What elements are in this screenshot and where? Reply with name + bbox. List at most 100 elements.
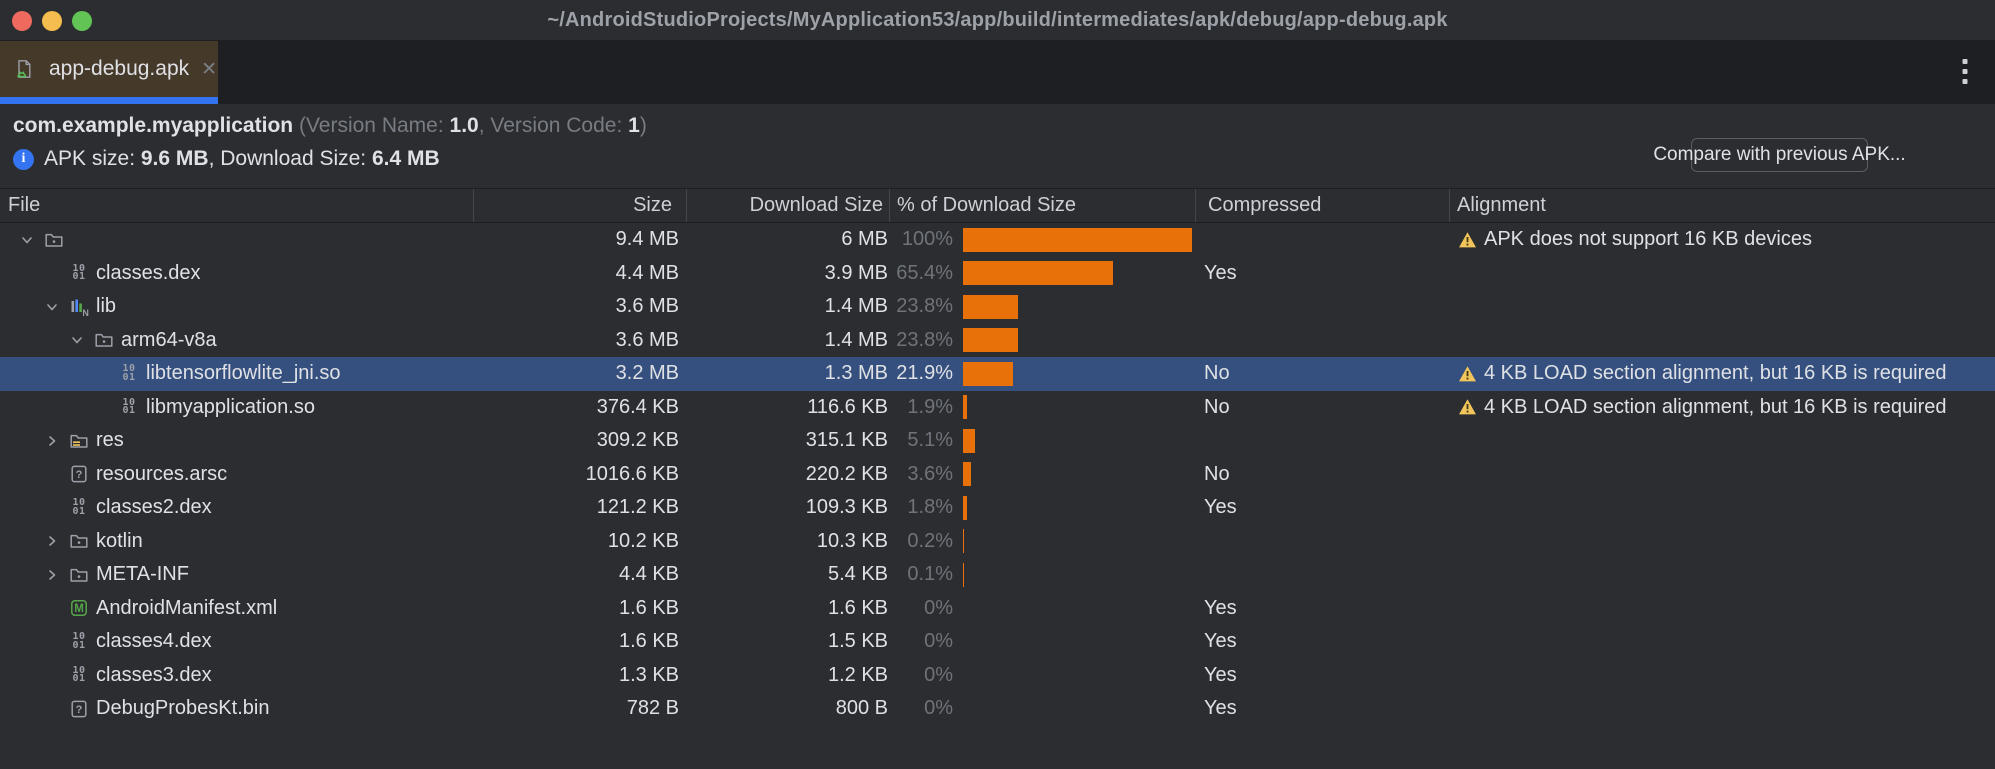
table-row-META-INF[interactable]: META-INF 4.4 KB 5.4 KB 0.1% [0, 558, 1995, 592]
zoom-window-button[interactable] [72, 11, 92, 31]
download-size-bar [963, 495, 968, 520]
column-header-pct-of-download-size[interactable]: % of Download Size [890, 189, 1196, 222]
compressed-flag: Yes [1204, 261, 1237, 284]
download-size-bar [963, 428, 975, 453]
chevron-down-icon[interactable] [45, 300, 59, 314]
table-row-libtensorflowlite_jni.so[interactable]: 10 01 libtensorflowlite_jni.so 3.2 MB 1.3 MB… [0, 357, 1995, 391]
compare-with-previous-apk-button[interactable]: Compare with previous APK... [1653, 138, 1906, 172]
file-name: res [96, 429, 124, 452]
table-row-DebugProbesKt.bin[interactable]: ? DebugProbesKt.bin 782 B 800 B 0% Yes [0, 692, 1995, 726]
package-name: com.example.myapplication [13, 114, 294, 137]
alignment-warning-text: 4 KB LOAD section alignment, but 16 KB i… [1484, 395, 1947, 418]
apk-analyzer-panel: com.example.myapplication (Version Name:… [0, 104, 1995, 726]
download-size-percent: 3.6% [907, 462, 953, 485]
download-size: 1.4 MB [824, 295, 888, 318]
close-window-button[interactable] [12, 11, 32, 31]
table-row-kotlin[interactable]: kotlin 10.2 KB 10.3 KB 0.2% [0, 525, 1995, 559]
download-size-percent: 1.9% [907, 395, 953, 418]
raw-size: 3.6 MB [615, 328, 679, 351]
file-name: AndroidManifest.xml [96, 596, 278, 619]
alignment-cell: 4 KB LOAD section alignment, but 16 KB i… [1450, 396, 1995, 419]
folder-icon [95, 334, 113, 347]
svg-text:M: M [74, 603, 84, 615]
more-options-icon[interactable] [1951, 55, 1979, 89]
raw-size: 10.2 KB [607, 529, 679, 552]
download-size-bar [963, 294, 1018, 319]
download-size-bar [963, 395, 968, 420]
raw-size: 1.6 KB [618, 596, 679, 619]
download-size: 6 MB [841, 228, 888, 251]
table-row-resources.arsc[interactable]: ? resources.arsc 1016.6 KB 220.2 KB 3.6% No [0, 458, 1995, 492]
dex-file-icon: 10 01 [122, 363, 136, 383]
folder-icon [70, 568, 88, 582]
download-size-bar [963, 227, 1192, 252]
file-name: classes.dex [96, 261, 201, 284]
raw-size: 1016.6 KB [585, 462, 679, 485]
column-header-alignment[interactable]: Alignment [1457, 194, 1546, 216]
tab-label: app-debug.apk [49, 57, 190, 80]
chevron-right-icon[interactable] [45, 534, 59, 548]
download-size-percent: 23.8% [896, 328, 953, 351]
table-header: File Size Download Size % of Download Si… [0, 188, 1995, 223]
table-row-res[interactable]: res 309.2 KB 315.1 KB 5.1% [0, 424, 1995, 458]
file-name: lib [96, 295, 117, 318]
raw-size: 782 B [626, 697, 679, 720]
column-header-size[interactable]: Size [474, 189, 687, 222]
version-code: 1 [628, 114, 640, 137]
window-controls [12, 11, 92, 31]
download-size-percent: 0% [924, 630, 953, 653]
table-row-classes3.dex[interactable]: 10 01 classes3.dex 1.3 KB 1.2 KB 0% Yes [0, 659, 1995, 693]
compressed-flag: No [1204, 395, 1230, 418]
table-row-classes4.dex[interactable]: 10 01 classes4.dex 1.6 KB 1.5 KB 0% Yes [0, 625, 1995, 659]
download-size: 3.9 MB [824, 261, 888, 284]
compressed-flag: No [1204, 362, 1230, 385]
version-name: 1.0 [449, 114, 479, 137]
apk-file-icon [14, 59, 34, 79]
download-size-percent: 21.9% [896, 362, 953, 385]
compressed-flag: Yes [1204, 630, 1237, 653]
table-row-libmyapplication.so[interactable]: 10 01 libmyapplication.so 376.4 KB 116.6 KB 1… [0, 391, 1995, 425]
download-size: 109.3 KB [805, 496, 888, 519]
folder-icon [45, 233, 63, 247]
warning-icon [1459, 365, 1476, 382]
file-name: arm64-v8a [121, 328, 217, 351]
alignment-cell: 4 KB LOAD section alignment, but 16 KB i… [1450, 362, 1995, 385]
unknown-file-icon: ? [71, 465, 87, 483]
download-size: 1.2 KB [827, 663, 888, 686]
raw-size: 1.3 KB [618, 663, 679, 686]
window-title: ~/AndroidStudioProjects/MyApplication53/… [547, 8, 1448, 31]
folder-icon [70, 535, 88, 548]
column-header-file[interactable]: File [0, 189, 474, 222]
table-row-arm64-v8a[interactable]: arm64-v8a 3.6 MB 1.4 MB 23.8% [0, 324, 1995, 358]
file-name: libmyapplication.so [146, 395, 315, 418]
column-header-compressed[interactable]: Compressed [1196, 189, 1450, 222]
download-size: 315.1 KB [805, 429, 888, 452]
manifest-file-icon: M [71, 600, 87, 617]
column-header-download-size[interactable]: Download Size [687, 189, 890, 222]
download-size-percent: 0.1% [907, 563, 953, 586]
tab-close-icon[interactable]: ✕ [201, 58, 218, 80]
minimize-window-button[interactable] [42, 11, 62, 31]
compressed-flag: Yes [1204, 663, 1237, 686]
download-size: 1.6 KB [827, 596, 888, 619]
download-size: 5.4 KB [827, 563, 888, 586]
table-row-AndroidManifest.xml[interactable]: M AndroidManifest.xml 1.6 KB 1.6 KB 0% Yes [0, 592, 1995, 626]
table-row-classes2.dex[interactable]: 10 01 classes2.dex 121.2 KB 109.3 KB 1.8% Yes [0, 491, 1995, 525]
tab-app-debug-apk[interactable]: app-debug.apk ✕ [0, 41, 218, 97]
raw-size: 3.6 MB [615, 295, 679, 318]
chevron-down-icon[interactable] [20, 233, 34, 247]
file-name: kotlin [96, 529, 143, 552]
chevron-right-icon[interactable] [45, 568, 59, 582]
alignment-warning-text: APK does not support 16 KB devices [1484, 228, 1812, 251]
chevron-right-icon[interactable] [45, 434, 59, 448]
compressed-flag: Yes [1204, 496, 1237, 519]
chevron-down-icon[interactable] [70, 333, 84, 347]
resources-folder-icon [70, 434, 88, 448]
native-library-icon: N [71, 299, 89, 317]
warning-icon [1459, 399, 1476, 415]
table-row-root[interactable]: 9.4 MB 6 MB 100% APK does not support 16 K… [0, 223, 1995, 257]
file-name: DebugProbesKt.bin [96, 697, 270, 720]
download-size: 220.2 KB [805, 462, 888, 485]
table-row-classes.dex[interactable]: 10 01 classes.dex 4.4 MB 3.9 MB 65.4% Yes [0, 257, 1995, 291]
